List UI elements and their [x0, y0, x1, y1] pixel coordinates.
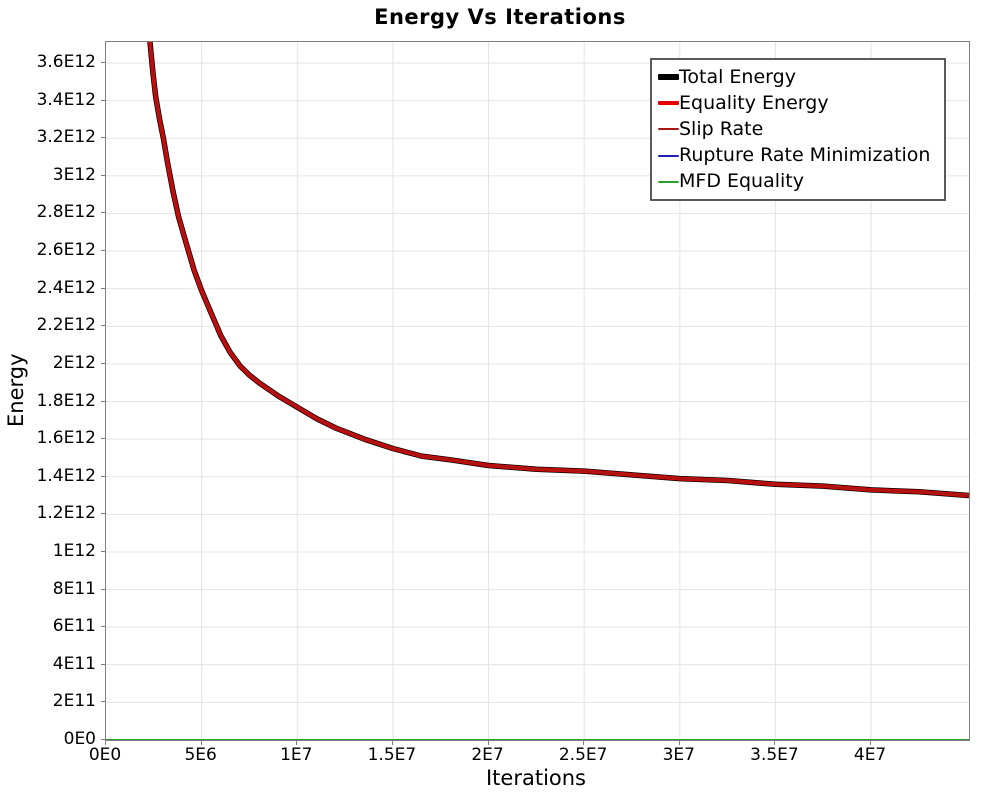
y-tick-label: 2E12	[52, 352, 96, 373]
x-tick-mark	[678, 740, 680, 745]
x-tick-label: 5E6	[184, 745, 217, 765]
y-tick-label: 3.6E12	[36, 52, 96, 73]
y-tick-mark	[101, 362, 106, 364]
legend-line-swatch	[658, 74, 679, 81]
legend-label: Equality Energy	[679, 91, 829, 114]
x-tick-label: 1E7	[280, 745, 313, 765]
y-tick-label: 0E0	[63, 729, 96, 749]
y-tick-mark	[101, 438, 106, 440]
legend-line-swatch	[658, 128, 679, 131]
legend-item: Rupture Rate Minimization	[658, 143, 938, 168]
x-tick-mark	[583, 740, 585, 745]
x-tick-label: 0E0	[88, 745, 122, 765]
y-tick-mark	[101, 99, 106, 101]
legend-label: Rupture Rate Minimization	[679, 144, 931, 167]
y-tick-label: 3.4E12	[36, 89, 96, 110]
y-tick-label: 3E12	[52, 164, 96, 185]
y-tick-label: 4E11	[52, 653, 96, 674]
y-tick-label: 1.8E12	[36, 390, 96, 411]
x-tick-mark	[774, 740, 776, 745]
legend: Total Energy Equality Energy Slip Rate Rupt…	[650, 58, 946, 201]
y-tick-label: 1.6E12	[36, 428, 96, 449]
x-tick-label: 2E7	[471, 745, 504, 765]
y-tick-label: 2.4E12	[36, 277, 96, 298]
y-tick-label: 1.2E12	[36, 503, 96, 524]
legend-label: Slip Rate	[679, 117, 764, 140]
x-tick-mark	[296, 740, 298, 745]
series-line-slip-rate	[148, 42, 969, 497]
x-tick-label: 2.5E7	[558, 745, 608, 765]
y-tick-label: 2E11	[52, 691, 96, 712]
y-tick-label: 6E11	[52, 616, 96, 637]
y-tick-mark	[101, 588, 106, 590]
y-tick-mark	[101, 513, 106, 515]
x-tick-label: 3E7	[662, 745, 695, 765]
y-tick-mark	[101, 475, 106, 477]
x-tick-label: 1.5E7	[367, 745, 417, 765]
y-tick-label: 2.8E12	[36, 202, 96, 223]
legend-label: MFD Equality	[679, 170, 804, 193]
legend-item: MFD Equality	[658, 169, 938, 194]
y-tick-mark	[101, 550, 106, 552]
y-tick-label: 1E12	[52, 540, 96, 561]
legend-line-swatch	[658, 154, 679, 157]
legend-item: Total Energy	[658, 65, 938, 90]
y-tick-mark	[101, 137, 106, 139]
y-tick-mark	[101, 325, 106, 327]
x-axis-title: Iterations	[485, 766, 587, 790]
y-tick-mark	[101, 174, 106, 176]
chart-title: Energy Vs Iterations	[374, 5, 626, 29]
x-tick-mark	[200, 740, 202, 745]
y-tick-label: 3.2E12	[36, 127, 96, 148]
plot-canvas	[106, 42, 969, 740]
x-tick-mark	[105, 740, 106, 745]
x-tick-mark	[487, 740, 489, 745]
y-tick-mark	[101, 701, 106, 703]
y-tick-label: 2.2E12	[36, 315, 96, 336]
y-tick-mark	[101, 62, 106, 64]
y-tick-label: 8E11	[52, 578, 96, 599]
y-tick-mark	[101, 626, 106, 628]
y-tick-label: 1.4E12	[36, 465, 96, 486]
legend-label: Total Energy	[679, 65, 796, 88]
x-tick-label: 3.5E7	[750, 745, 799, 765]
y-tick-mark	[101, 250, 106, 252]
y-tick-mark	[101, 212, 106, 214]
x-tick-label: 4E7	[853, 745, 887, 765]
y-tick-label: 2.6E12	[36, 240, 96, 261]
legend-item: Slip Rate	[658, 117, 938, 142]
y-tick-mark	[101, 663, 106, 665]
y-tick-mark	[101, 287, 106, 289]
legend-line-swatch	[658, 101, 679, 106]
x-tick-mark	[870, 740, 872, 745]
y-tick-mark	[101, 739, 106, 740]
legend-item: Equality Energy	[658, 91, 938, 116]
x-tick-mark	[391, 740, 393, 745]
y-tick-mark	[101, 400, 106, 402]
legend-line-swatch	[658, 180, 679, 183]
